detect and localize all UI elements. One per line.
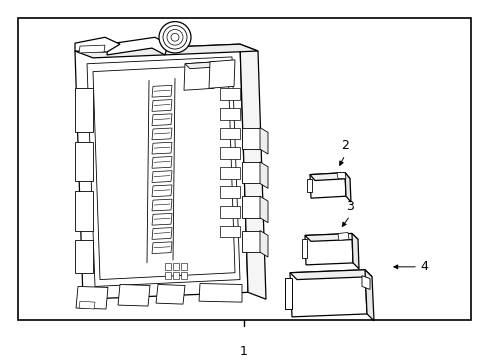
Polygon shape [364,270,373,321]
Polygon shape [220,206,240,218]
Polygon shape [75,44,247,299]
Polygon shape [152,114,172,126]
Polygon shape [184,62,220,69]
Polygon shape [152,228,172,239]
Polygon shape [75,142,93,181]
Polygon shape [220,186,240,198]
Polygon shape [208,60,235,88]
Polygon shape [345,173,350,202]
Text: 4: 4 [419,260,427,273]
Polygon shape [220,226,240,237]
Polygon shape [220,127,240,139]
Polygon shape [260,230,267,257]
Polygon shape [164,272,171,279]
Polygon shape [240,44,265,299]
Text: 1: 1 [240,345,247,358]
Polygon shape [242,196,260,218]
Polygon shape [260,127,267,154]
Polygon shape [152,85,172,97]
Polygon shape [242,162,260,184]
Polygon shape [107,37,168,55]
Polygon shape [152,142,172,154]
Polygon shape [260,196,267,223]
Polygon shape [93,65,235,280]
Polygon shape [152,100,172,111]
Polygon shape [79,45,105,53]
Polygon shape [152,185,172,197]
Polygon shape [260,162,267,188]
Polygon shape [152,128,172,140]
Polygon shape [75,240,93,273]
Polygon shape [289,270,371,280]
Polygon shape [302,239,306,258]
Polygon shape [152,157,172,168]
Polygon shape [305,234,352,265]
Polygon shape [152,213,172,225]
Polygon shape [152,199,172,211]
Text: 3: 3 [346,199,353,212]
Polygon shape [309,173,349,180]
Polygon shape [152,242,172,253]
Circle shape [163,26,186,49]
Circle shape [159,22,191,53]
Polygon shape [285,278,291,309]
Polygon shape [164,263,171,270]
Polygon shape [336,173,346,179]
Polygon shape [181,263,186,270]
Polygon shape [220,108,240,120]
Polygon shape [156,284,184,304]
Bar [18,18,470,320]
Polygon shape [337,233,348,240]
Polygon shape [75,37,120,52]
Polygon shape [289,270,366,317]
Polygon shape [183,62,215,90]
Polygon shape [79,301,95,309]
Polygon shape [181,272,186,279]
Polygon shape [173,263,179,270]
Polygon shape [220,88,240,100]
Polygon shape [220,167,240,179]
Polygon shape [351,234,358,269]
Polygon shape [118,284,150,306]
Polygon shape [220,147,240,159]
Polygon shape [242,127,260,149]
Polygon shape [306,179,311,192]
Polygon shape [75,88,93,132]
Polygon shape [75,191,93,230]
Polygon shape [152,171,172,183]
Polygon shape [75,44,258,58]
Polygon shape [361,276,369,289]
Text: 2: 2 [340,139,348,152]
Polygon shape [173,272,179,279]
Circle shape [171,33,179,41]
Polygon shape [242,230,260,252]
Polygon shape [87,57,240,287]
Polygon shape [199,284,242,302]
Polygon shape [305,234,357,241]
Circle shape [167,30,183,45]
Polygon shape [76,287,108,309]
Polygon shape [309,173,346,198]
